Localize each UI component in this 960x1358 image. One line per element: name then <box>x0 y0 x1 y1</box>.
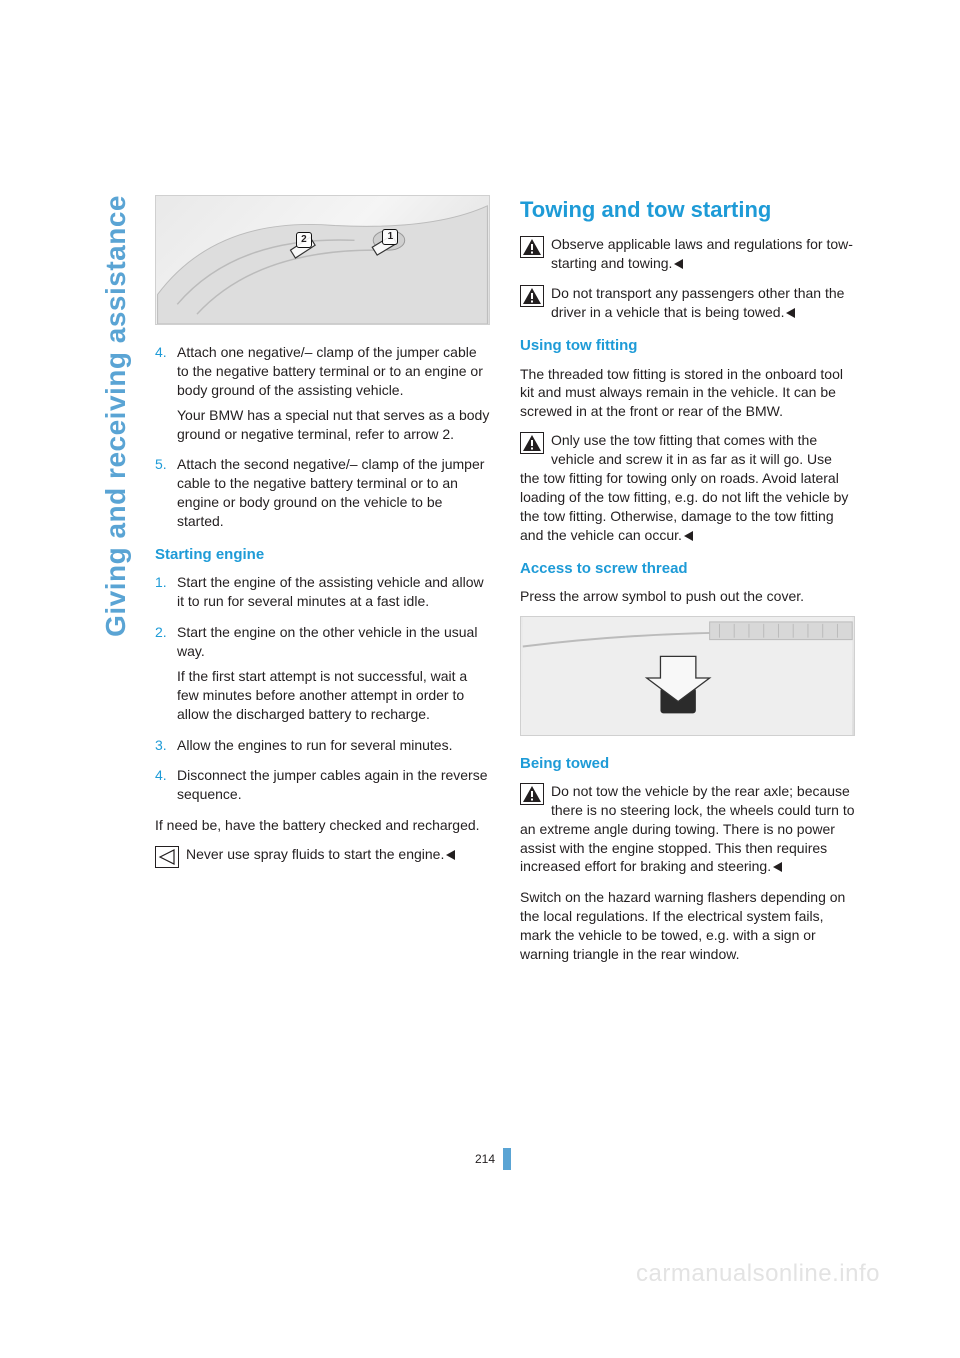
list-item: 5. Attach the second negative/– clamp of… <box>155 455 490 531</box>
left-column: 2 1 4. Attach one negative/– clamp of th… <box>155 195 490 974</box>
note-body: Only use the tow fitting that comes with… <box>520 432 848 542</box>
page-number: 214 <box>475 1148 511 1170</box>
end-marker-icon <box>773 862 782 872</box>
warning-note-passengers: Do not transport any passengers other th… <box>520 284 855 322</box>
step-body: Attach one negative/– clamp of the jumpe… <box>177 344 483 398</box>
list-item: 4. Attach one negative/– clamp of the ju… <box>155 343 490 443</box>
step-text: Allow the engines to run for several min… <box>177 736 490 755</box>
page-marker-icon <box>503 1148 511 1170</box>
note-body: Do not transport any passengers other th… <box>551 285 844 320</box>
step-text: Attach the second negative/– clamp of th… <box>177 455 490 531</box>
note-body: Never use spray fluids to start the engi… <box>186 846 444 862</box>
warning-note-towed: Do not tow the vehicle by the rear axle;… <box>520 782 855 876</box>
step-text: Start the engine on the other vehicle in… <box>177 623 490 723</box>
note-text: Do not transport any passengers other th… <box>520 284 855 322</box>
battery-check-text: If need be, have the battery checked and… <box>155 816 490 835</box>
warning-icon <box>520 236 544 258</box>
step-number: 4. <box>155 343 177 443</box>
heading-tow-fitting: Using tow fitting <box>520 336 855 356</box>
list-item: 2. Start the engine on the other vehicle… <box>155 623 490 723</box>
step-number: 2. <box>155 623 177 723</box>
watermark: carmanualsonline.info <box>636 1260 880 1288</box>
bumper-cover-illustration <box>521 617 854 735</box>
engine-bay-figure: 2 1 <box>155 195 490 325</box>
step-subtext: If the first start attempt is not succes… <box>177 667 490 724</box>
bumper-cover-figure <box>520 616 855 736</box>
step-text: Disconnect the jumper cables again in th… <box>177 766 490 804</box>
step-number: 1. <box>155 573 177 611</box>
end-marker-icon <box>674 259 683 269</box>
figure-callout-1: 1 <box>382 229 398 245</box>
access-thread-text: Press the arrow symbol to push out the c… <box>520 587 855 606</box>
tow-fitting-text: The threaded tow fitting is stored in th… <box>520 365 855 422</box>
right-column: Towing and tow starting Observe applicab… <box>520 195 855 974</box>
step-text: Attach one negative/– clamp of the jumpe… <box>177 343 490 443</box>
list-item: 3. Allow the engines to run for several … <box>155 736 490 755</box>
end-marker-icon <box>786 308 795 318</box>
warning-icon <box>520 783 544 805</box>
heading-access-thread: Access to screw thread <box>520 559 855 579</box>
engine-bay-illustration <box>156 196 489 324</box>
warning-note-laws: Observe applicable laws and regulations … <box>520 235 855 273</box>
content-columns: 2 1 4. Attach one negative/– clamp of th… <box>155 195 855 974</box>
warning-note-fitting: Only use the tow fitting that comes with… <box>520 431 855 544</box>
page-number-value: 214 <box>475 1152 495 1166</box>
end-marker-icon <box>446 850 455 860</box>
heading-being-towed: Being towed <box>520 754 855 774</box>
note-text: Do not tow the vehicle by the rear axle;… <box>520 782 855 876</box>
step-body: Start the engine on the other vehicle in… <box>177 624 477 659</box>
note-text: Observe applicable laws and regulations … <box>520 235 855 273</box>
step-number: 5. <box>155 455 177 531</box>
step-number: 4. <box>155 766 177 804</box>
heading-towing: Towing and tow starting <box>520 195 855 225</box>
end-marker-icon <box>684 531 693 541</box>
starting-engine-steps: 1. Start the engine of the assisting veh… <box>155 573 490 804</box>
step-number: 3. <box>155 736 177 755</box>
info-icon <box>155 846 179 868</box>
jumper-steps-continued: 4. Attach one negative/– clamp of the ju… <box>155 343 490 531</box>
warning-icon <box>520 432 544 454</box>
warning-icon <box>520 285 544 307</box>
figure-callout-2: 2 <box>296 232 312 248</box>
sidebar-section-title: Giving and receiving assistance <box>100 195 132 637</box>
hazard-flashers-text: Switch on the hazard warning flashers de… <box>520 888 855 964</box>
heading-starting-engine: Starting engine <box>155 545 490 565</box>
step-subtext: Your BMW has a special nut that serves a… <box>177 406 490 444</box>
note-body: Observe applicable laws and regulations … <box>551 236 853 271</box>
info-note-spray: Never use spray fluids to start the engi… <box>155 845 490 868</box>
list-item: 1. Start the engine of the assisting veh… <box>155 573 490 611</box>
list-item: 4. Disconnect the jumper cables again in… <box>155 766 490 804</box>
note-text: Only use the tow fitting that comes with… <box>520 431 855 544</box>
note-text: Never use spray fluids to start the engi… <box>155 845 490 864</box>
step-text: Start the engine of the assisting vehicl… <box>177 573 490 611</box>
note-body: Do not tow the vehicle by the rear axle;… <box>520 783 855 875</box>
